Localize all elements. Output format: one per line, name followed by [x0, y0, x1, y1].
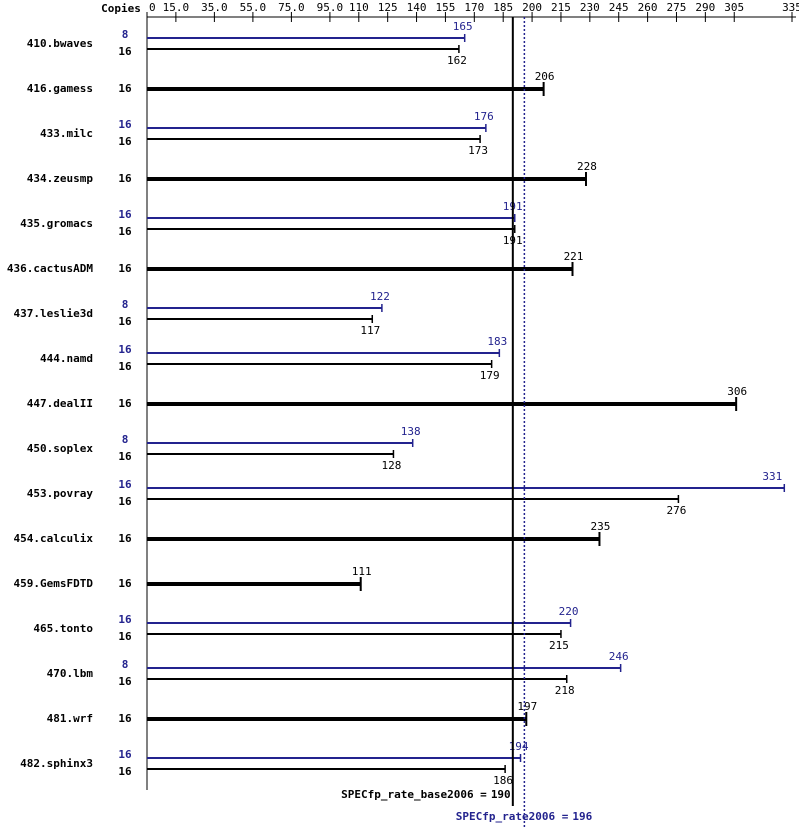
- benchmark-label: 453.povray: [27, 487, 94, 500]
- base-copies: 16: [118, 450, 132, 463]
- benchmark-label: 447.dealII: [27, 397, 93, 410]
- base-copies: 16: [118, 532, 132, 545]
- peak-copies: 16: [118, 613, 132, 626]
- x-tick-label: 200: [522, 1, 542, 14]
- peak-copies: 16: [118, 208, 132, 221]
- benchmark-label: 434.zeusmp: [27, 172, 94, 185]
- base-copies: 16: [118, 225, 132, 238]
- base-copies: 16: [118, 495, 132, 508]
- benchmark-label: 436.cactusADM: [7, 262, 93, 275]
- x-tick-label: 185: [493, 1, 513, 14]
- base-value-label: 186: [493, 774, 513, 787]
- x-tick-label: 55.0: [240, 1, 267, 14]
- x-tick-label: 335: [782, 1, 799, 14]
- base-copies: 16: [118, 360, 132, 373]
- x-tick-label: 95.0: [317, 1, 344, 14]
- peak-copies: 8: [122, 433, 129, 446]
- base-value-label: 215: [549, 639, 569, 652]
- x-tick-label: 275: [667, 1, 687, 14]
- x-tick-label: 230: [580, 1, 600, 14]
- peak-copies: 16: [118, 343, 132, 356]
- base-value-label: 197: [517, 700, 537, 713]
- base-value-label: 179: [480, 369, 500, 382]
- x-tick-label: 290: [695, 1, 715, 14]
- x-tick-label: 15.0: [163, 1, 190, 14]
- peak-value-label: 246: [609, 650, 629, 663]
- peak-value-label: 122: [370, 290, 390, 303]
- peak-value-label: 165: [453, 20, 473, 33]
- x-tick-label: 125: [378, 1, 398, 14]
- base-score-value: 190: [491, 788, 511, 801]
- x-tick-label: 155: [435, 1, 455, 14]
- base-copies: 16: [118, 315, 132, 328]
- x-tick-label: 170: [464, 1, 484, 14]
- benchmark-label: 410.bwaves: [27, 37, 93, 50]
- benchmark-label: 454.calculix: [14, 532, 94, 545]
- x-tick-label: 245: [609, 1, 629, 14]
- base-value-label: 128: [382, 459, 402, 472]
- x-tick-label: 140: [407, 1, 427, 14]
- base-value-label: 117: [360, 324, 380, 337]
- x-tick-label: 305: [724, 1, 744, 14]
- base-copies: 16: [118, 765, 132, 778]
- benchmark-label: 444.namd: [40, 352, 93, 365]
- benchmark-label: 416.gamess: [27, 82, 93, 95]
- x-tick-label: 35.0: [201, 1, 228, 14]
- x-tick-label: 215: [551, 1, 571, 14]
- base-value-label: 111: [352, 565, 372, 578]
- x-tick-label: 110: [349, 1, 369, 14]
- benchmark-label: 459.GemsFDTD: [14, 577, 94, 590]
- x-tick-label: 260: [638, 1, 658, 14]
- benchmark-label: 465.tonto: [33, 622, 93, 635]
- base-value-label: 228: [577, 160, 597, 173]
- base-copies: 16: [118, 172, 132, 185]
- base-copies: 16: [118, 712, 132, 725]
- peak-score-value: 196: [572, 810, 592, 823]
- base-value-label: 306: [727, 385, 747, 398]
- x-tick-label: 0: [149, 1, 156, 14]
- base-value-label: 221: [564, 250, 584, 263]
- base-copies: 16: [118, 397, 132, 410]
- peak-copies: 16: [118, 478, 132, 491]
- benchmark-label: 437.leslie3d: [14, 307, 93, 320]
- benchmark-label: 435.gromacs: [20, 217, 93, 230]
- peak-value-label: 176: [474, 110, 494, 123]
- x-tick-label: 75.0: [278, 1, 305, 14]
- peak-value-label: 331: [762, 470, 782, 483]
- base-value-label: 162: [447, 54, 467, 67]
- peak-copies: 8: [122, 28, 129, 41]
- benchmark-label: 433.milc: [40, 127, 93, 140]
- peak-value-label: 138: [401, 425, 421, 438]
- base-copies: 16: [118, 45, 132, 58]
- peak-value-label: 183: [487, 335, 507, 348]
- peak-copies: 16: [118, 748, 132, 761]
- base-value-label: 276: [666, 504, 686, 517]
- copies-header: Copies: [101, 2, 141, 15]
- benchmark-label: 482.sphinx3: [20, 757, 93, 770]
- base-copies: 16: [118, 82, 132, 95]
- peak-copies: 16: [118, 118, 132, 131]
- base-value-label: 218: [555, 684, 575, 697]
- peak-score-name: SPECfp_rate2006 =: [456, 810, 569, 823]
- peak-value-label: 220: [559, 605, 579, 618]
- base-copies: 16: [118, 577, 132, 590]
- benchmark-label: 481.wrf: [47, 712, 93, 725]
- base-score-name: SPECfp_rate_base2006 =: [341, 788, 487, 801]
- base-value-label: 235: [591, 520, 611, 533]
- peak-copies: 8: [122, 658, 129, 671]
- base-copies: 16: [118, 135, 132, 148]
- base-value-label: 206: [535, 70, 555, 83]
- peak-value-label: 194: [509, 740, 529, 753]
- base-copies: 16: [118, 262, 132, 275]
- benchmark-label: 470.lbm: [47, 667, 94, 680]
- base-copies: 16: [118, 675, 132, 688]
- base-value-label: 173: [468, 144, 488, 157]
- peak-copies: 8: [122, 298, 129, 311]
- base-copies: 16: [118, 630, 132, 643]
- benchmark-label: 450.soplex: [27, 442, 94, 455]
